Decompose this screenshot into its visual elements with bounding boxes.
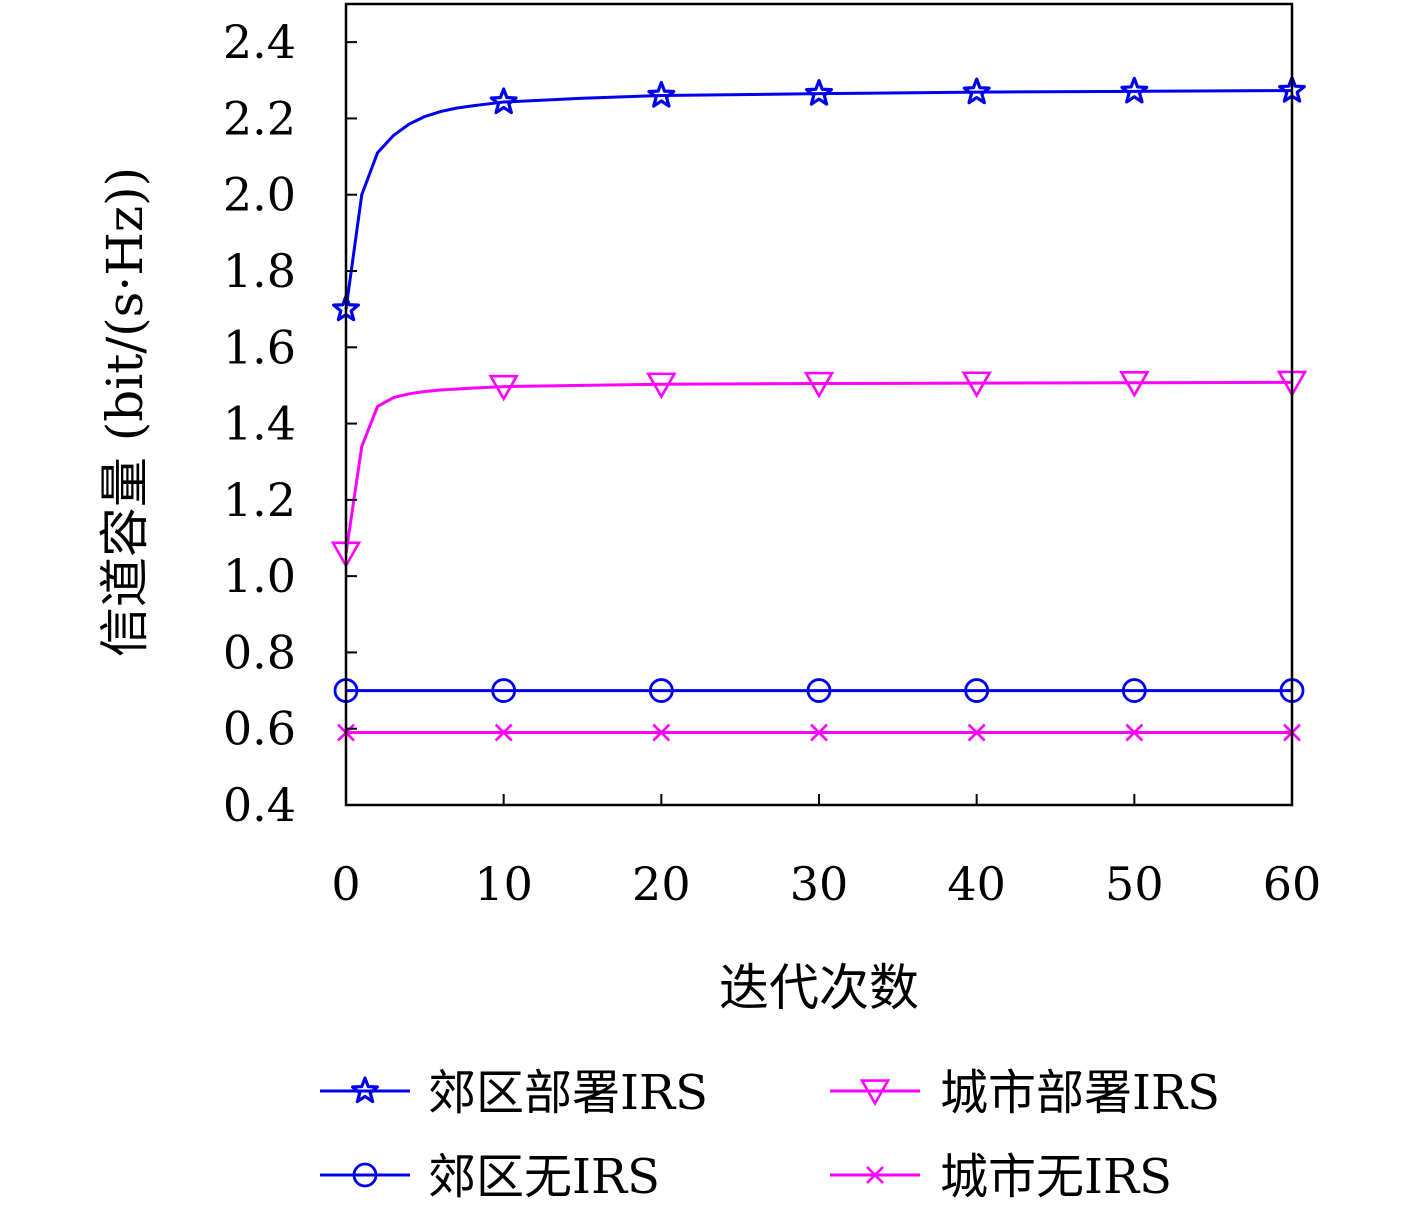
- series-0-point-5-shape: [1120, 76, 1149, 104]
- series-2-point-4-shape: [964, 678, 990, 703]
- legend-marker-shape-2: [352, 1162, 378, 1188]
- y-tick-label-0: 0.4: [223, 778, 296, 832]
- series-2-point-2-shape: [648, 678, 674, 703]
- series-0-point-3: [805, 79, 833, 106]
- series-3-point-1-shape: [494, 723, 513, 742]
- series-2-point-2: [648, 678, 674, 703]
- series-3-point-2: [652, 723, 671, 742]
- legend-marker-3: [866, 1166, 884, 1184]
- series-1-point-5: [1119, 371, 1150, 398]
- legend-marker-2: [352, 1162, 378, 1188]
- legend: 郊区部署IRS 城市部署IRS 郊区无IRS 城市无IRS: [320, 1065, 1220, 1205]
- series-line-0: [344, 89, 1293, 310]
- series-3-point-3: [810, 723, 828, 742]
- y-tick-label-4: 1.2: [223, 473, 296, 527]
- series-3-point-5-shape: [1125, 723, 1144, 742]
- x-tick-label-4: 40: [947, 857, 1006, 911]
- y-axis-title: 信道容量 (bit/(s·Hz)): [96, 167, 154, 657]
- series-2-point-3-shape: [806, 678, 832, 703]
- legend-marker-shape-0: [351, 1076, 379, 1104]
- legend-marker-shape-3: [866, 1166, 884, 1184]
- legend-marker-0: [351, 1076, 379, 1104]
- series-1-point-4-shape: [961, 371, 992, 399]
- series-1-point-3-shape: [803, 371, 835, 399]
- y-tick-label-2: 0.8: [223, 625, 296, 679]
- series-1-point-1-shape: [488, 374, 519, 402]
- series-0-point-2-shape: [647, 80, 676, 108]
- series-3-point-5: [1125, 723, 1144, 742]
- y-tick-label-3: 1.0: [223, 549, 296, 603]
- series-1-point-3: [803, 371, 835, 399]
- x-tick-label-0: 0: [331, 857, 360, 911]
- series-line-1: [344, 380, 1293, 554]
- legend-entry-3: 城市无IRS: [830, 1149, 1172, 1205]
- series-2-point-4: [964, 678, 990, 703]
- x-tick-label-2: 20: [632, 857, 691, 911]
- series-2-point-5-shape: [1121, 678, 1147, 703]
- legend-label-1: 城市部署IRS: [940, 1065, 1220, 1121]
- legend-marker-shape-3-shape: [866, 1166, 884, 1184]
- series-0-point-3-shape: [805, 79, 833, 106]
- x-tick-label-3: 30: [790, 857, 849, 911]
- series-1-point-2-shape: [646, 372, 677, 400]
- series-3-point-1: [494, 723, 513, 742]
- y-tick-label-9: 2.2: [223, 91, 296, 145]
- series-3-point-2-shape: [652, 723, 671, 742]
- plot-frame: [344, 2, 1294, 807]
- series-0-point-1: [489, 87, 518, 115]
- legend-label-2: 郊区无IRS: [428, 1149, 660, 1205]
- legend-marker-shape-1-shape: [859, 1079, 891, 1106]
- series-0-point-4: [962, 77, 991, 105]
- series-1-point-1: [488, 374, 519, 402]
- legend-entry-2: 郊区无IRS: [320, 1149, 660, 1205]
- y-tick-label-7: 1.8: [223, 244, 296, 298]
- y-tick-label-10: 2.4: [223, 15, 296, 69]
- plot-marks: [330, 75, 1308, 742]
- legend-entry-1: 城市部署IRS: [830, 1065, 1220, 1121]
- legend-label-3: 城市无IRS: [940, 1149, 1172, 1205]
- series-1-point-4: [961, 371, 992, 399]
- y-tick-label-1: 0.6: [223, 702, 296, 756]
- x-tick-label-1: 10: [474, 857, 533, 911]
- y-tick-label-8: 2.0: [223, 168, 296, 222]
- series-3-point-3-shape: [810, 723, 828, 742]
- legend-label-0: 郊区部署IRS: [428, 1065, 708, 1121]
- series-0-point-1-shape: [489, 87, 518, 115]
- series-2-point-5: [1121, 678, 1147, 703]
- y-tick-label-6: 1.6: [223, 320, 296, 374]
- series-1-point-2: [646, 372, 677, 400]
- x-tick-label-6: 60: [1263, 857, 1322, 911]
- y-tick-label-5: 1.4: [223, 397, 296, 451]
- series-1-point-5-shape: [1119, 371, 1150, 398]
- legend-marker-1: [859, 1079, 891, 1106]
- legend-entry-0: 郊区部署IRS: [320, 1065, 708, 1121]
- series-2-point-1-shape: [491, 678, 517, 703]
- x-axis-title: 迭代次数: [719, 959, 919, 1017]
- series-3-point-4-shape: [967, 723, 986, 742]
- series-0-point-5: [1120, 76, 1149, 104]
- legend-marker-shape-2-shape: [352, 1162, 378, 1188]
- series-0-point-2: [647, 80, 676, 108]
- series-3-point-4: [967, 723, 986, 742]
- x-tick-label-5: 50: [1105, 857, 1164, 911]
- series-2-point-3: [806, 678, 832, 703]
- series-0-point-4-shape: [962, 77, 991, 105]
- legend-marker-shape-1: [859, 1079, 891, 1106]
- axis-ticks: 0 10 20 30 40 50 60 0.4 0.6 0.8 1.0 1.2 1.4 1.6 1.8 2.0…: [223, 15, 1321, 911]
- legend-marker-shape-0-shape: [351, 1076, 379, 1104]
- series-2-point-1: [491, 678, 517, 703]
